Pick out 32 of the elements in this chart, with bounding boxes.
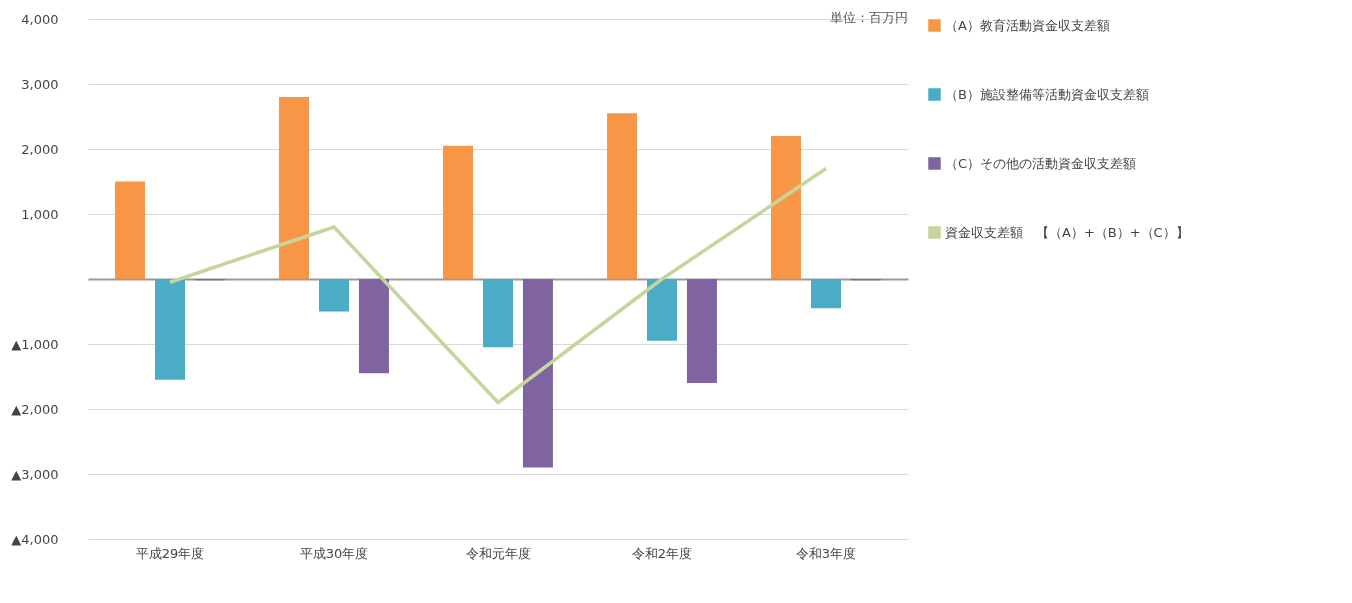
y-tick-label: ▲3,000	[11, 466, 59, 482]
y-tick-label: ▲1,000	[11, 336, 59, 352]
x-tick-label: 平成30年度	[299, 545, 369, 561]
line-series	[168, 166, 828, 405]
y-tick-label: 1,000	[21, 206, 59, 222]
y-tick-label: ▲4,000	[11, 531, 59, 547]
bar	[358, 279, 389, 374]
bar	[607, 113, 638, 279]
y-tick-label: ▲2,000	[11, 401, 59, 417]
bar	[647, 279, 677, 341]
x-tick-label: 平成29年度	[135, 545, 205, 561]
bar	[443, 145, 474, 279]
bar	[522, 279, 553, 468]
bar	[483, 279, 513, 348]
bar	[319, 279, 349, 312]
y-tick-label: 4,000	[21, 11, 59, 27]
bar	[155, 279, 185, 380]
y-tick-label: 3,000	[21, 76, 59, 92]
bar	[771, 136, 802, 279]
legend-label: （A）教育活動資金収支差額	[945, 17, 1110, 33]
x-tick-label: 令和3年度	[795, 545, 857, 561]
x-tick-label: 令和2年度	[631, 545, 693, 561]
legend-label: （C）その他の活動資金収支差額	[945, 155, 1137, 171]
legend-label: 資金収支差額 【（A）+（B）+（C）】	[945, 224, 1189, 240]
bar	[811, 279, 841, 309]
annotation: 単位：百万円	[830, 10, 908, 25]
y-tick-label: 2,000	[21, 141, 59, 157]
bar	[115, 181, 146, 279]
x-tick-label: 令和元年度	[465, 545, 531, 561]
bar	[279, 97, 310, 279]
legend-label: （B）施設整備等活動資金収支差額	[945, 86, 1149, 102]
bar	[686, 279, 717, 383]
